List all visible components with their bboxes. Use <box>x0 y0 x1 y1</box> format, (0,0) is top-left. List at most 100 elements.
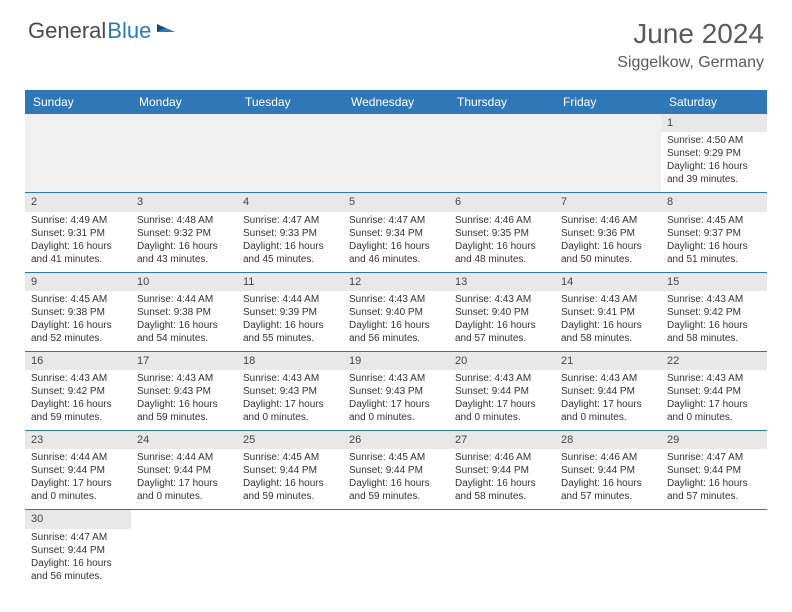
sunrise-line: Sunrise: 4:47 AM <box>349 214 443 227</box>
calendar-cell <box>237 510 343 588</box>
daylight-line: Daylight: 16 hours and 56 minutes. <box>349 319 443 345</box>
sunrise-line: Sunrise: 4:44 AM <box>243 293 337 306</box>
daylight-line: Daylight: 16 hours and 39 minutes. <box>667 160 761 186</box>
calendar-cell <box>343 510 449 588</box>
day-number: 2 <box>25 193 131 211</box>
daylight-line: Daylight: 16 hours and 59 minutes. <box>31 398 125 424</box>
calendar-cell: 22Sunrise: 4:43 AMSunset: 9:44 PMDayligh… <box>661 352 767 430</box>
calendar-cell: 20Sunrise: 4:43 AMSunset: 9:44 PMDayligh… <box>449 352 555 430</box>
calendar-cell: 17Sunrise: 4:43 AMSunset: 9:43 PMDayligh… <box>131 352 237 430</box>
sunrise-line: Sunrise: 4:45 AM <box>243 451 337 464</box>
sunrise-line: Sunrise: 4:43 AM <box>455 293 549 306</box>
sunset-line: Sunset: 9:32 PM <box>137 227 231 240</box>
day-content: Sunrise: 4:43 AMSunset: 9:41 PMDaylight:… <box>555 291 661 351</box>
sunrise-line: Sunrise: 4:47 AM <box>31 531 125 544</box>
day-number: 12 <box>343 273 449 291</box>
sunset-line: Sunset: 9:43 PM <box>349 385 443 398</box>
logo-flag-icon <box>155 22 177 40</box>
calendar-cell: 19Sunrise: 4:43 AMSunset: 9:43 PMDayligh… <box>343 352 449 430</box>
calendar-cell: 7Sunrise: 4:46 AMSunset: 9:36 PMDaylight… <box>555 193 661 271</box>
day-number: 28 <box>555 431 661 449</box>
sunset-line: Sunset: 9:44 PM <box>667 464 761 477</box>
day-content: Sunrise: 4:44 AMSunset: 9:44 PMDaylight:… <box>25 449 131 509</box>
daylight-line: Daylight: 16 hours and 52 minutes. <box>31 319 125 345</box>
day-content: Sunrise: 4:45 AMSunset: 9:44 PMDaylight:… <box>237 449 343 509</box>
day-number: 26 <box>343 431 449 449</box>
sunrise-line: Sunrise: 4:46 AM <box>455 451 549 464</box>
day-content: Sunrise: 4:43 AMSunset: 9:42 PMDaylight:… <box>25 370 131 430</box>
day-content: Sunrise: 4:44 AMSunset: 9:44 PMDaylight:… <box>131 449 237 509</box>
day-number: 11 <box>237 273 343 291</box>
sunrise-line: Sunrise: 4:43 AM <box>561 293 655 306</box>
day-header-cell: Saturday <box>661 90 767 114</box>
calendar-cell <box>555 114 661 192</box>
sunrise-line: Sunrise: 4:43 AM <box>667 293 761 306</box>
sunset-line: Sunset: 9:44 PM <box>349 464 443 477</box>
daylight-line: Daylight: 17 hours and 0 minutes. <box>137 477 231 503</box>
day-header-cell: Thursday <box>449 90 555 114</box>
day-content: Sunrise: 4:43 AMSunset: 9:44 PMDaylight:… <box>449 370 555 430</box>
day-number: 7 <box>555 193 661 211</box>
day-content: Sunrise: 4:46 AMSunset: 9:36 PMDaylight:… <box>555 212 661 272</box>
week-row: 1Sunrise: 4:50 AMSunset: 9:29 PMDaylight… <box>25 114 767 193</box>
sunrise-line: Sunrise: 4:44 AM <box>137 451 231 464</box>
calendar-cell: 13Sunrise: 4:43 AMSunset: 9:40 PMDayligh… <box>449 273 555 351</box>
sunrise-line: Sunrise: 4:46 AM <box>561 451 655 464</box>
day-number: 22 <box>661 352 767 370</box>
sunrise-line: Sunrise: 4:45 AM <box>349 451 443 464</box>
sunrise-line: Sunrise: 4:46 AM <box>455 214 549 227</box>
day-content: Sunrise: 4:43 AMSunset: 9:42 PMDaylight:… <box>661 291 767 351</box>
calendar-cell: 27Sunrise: 4:46 AMSunset: 9:44 PMDayligh… <box>449 431 555 509</box>
calendar-cell: 16Sunrise: 4:43 AMSunset: 9:42 PMDayligh… <box>25 352 131 430</box>
day-number: 4 <box>237 193 343 211</box>
daylight-line: Daylight: 16 hours and 59 minutes. <box>349 477 443 503</box>
sunrise-line: Sunrise: 4:45 AM <box>667 214 761 227</box>
calendar-cell: 9Sunrise: 4:45 AMSunset: 9:38 PMDaylight… <box>25 273 131 351</box>
sunrise-line: Sunrise: 4:43 AM <box>455 372 549 385</box>
sunset-line: Sunset: 9:44 PM <box>561 464 655 477</box>
sunrise-line: Sunrise: 4:43 AM <box>349 293 443 306</box>
sunset-line: Sunset: 9:40 PM <box>455 306 549 319</box>
day-number: 10 <box>131 273 237 291</box>
sunrise-line: Sunrise: 4:48 AM <box>137 214 231 227</box>
day-content: Sunrise: 4:47 AMSunset: 9:44 PMDaylight:… <box>25 529 131 589</box>
day-number: 14 <box>555 273 661 291</box>
sunrise-line: Sunrise: 4:47 AM <box>667 451 761 464</box>
sunrise-line: Sunrise: 4:43 AM <box>137 372 231 385</box>
sunrise-line: Sunrise: 4:47 AM <box>243 214 337 227</box>
logo-text-blue: Blue <box>107 18 151 44</box>
day-content: Sunrise: 4:47 AMSunset: 9:33 PMDaylight:… <box>237 212 343 272</box>
day-number: 27 <box>449 431 555 449</box>
sunrise-line: Sunrise: 4:43 AM <box>349 372 443 385</box>
calendar-cell: 18Sunrise: 4:43 AMSunset: 9:43 PMDayligh… <box>237 352 343 430</box>
calendar-cell: 6Sunrise: 4:46 AMSunset: 9:35 PMDaylight… <box>449 193 555 271</box>
calendar-cell: 29Sunrise: 4:47 AMSunset: 9:44 PMDayligh… <box>661 431 767 509</box>
calendar-cell: 12Sunrise: 4:43 AMSunset: 9:40 PMDayligh… <box>343 273 449 351</box>
day-number: 15 <box>661 273 767 291</box>
weeks-container: 1Sunrise: 4:50 AMSunset: 9:29 PMDaylight… <box>25 114 767 589</box>
calendar-cell: 1Sunrise: 4:50 AMSunset: 9:29 PMDaylight… <box>661 114 767 192</box>
daylight-line: Daylight: 16 hours and 41 minutes. <box>31 240 125 266</box>
daylight-line: Daylight: 16 hours and 51 minutes. <box>667 240 761 266</box>
sunrise-line: Sunrise: 4:44 AM <box>137 293 231 306</box>
calendar-cell: 28Sunrise: 4:46 AMSunset: 9:44 PMDayligh… <box>555 431 661 509</box>
week-row: 30Sunrise: 4:47 AMSunset: 9:44 PMDayligh… <box>25 510 767 588</box>
day-content: Sunrise: 4:44 AMSunset: 9:38 PMDaylight:… <box>131 291 237 351</box>
calendar-cell <box>343 114 449 192</box>
sunset-line: Sunset: 9:44 PM <box>31 464 125 477</box>
calendar-cell: 8Sunrise: 4:45 AMSunset: 9:37 PMDaylight… <box>661 193 767 271</box>
sunset-line: Sunset: 9:33 PM <box>243 227 337 240</box>
day-number: 19 <box>343 352 449 370</box>
day-number: 25 <box>237 431 343 449</box>
day-number: 20 <box>449 352 555 370</box>
sunset-line: Sunset: 9:38 PM <box>137 306 231 319</box>
logo-text-general: General <box>28 18 106 44</box>
daylight-line: Daylight: 16 hours and 56 minutes. <box>31 557 125 583</box>
daylight-line: Daylight: 16 hours and 54 minutes. <box>137 319 231 345</box>
calendar: SundayMondayTuesdayWednesdayThursdayFrid… <box>25 90 767 589</box>
calendar-cell <box>131 510 237 588</box>
day-number: 23 <box>25 431 131 449</box>
sunrise-line: Sunrise: 4:50 AM <box>667 134 761 147</box>
day-number: 3 <box>131 193 237 211</box>
sunset-line: Sunset: 9:36 PM <box>561 227 655 240</box>
